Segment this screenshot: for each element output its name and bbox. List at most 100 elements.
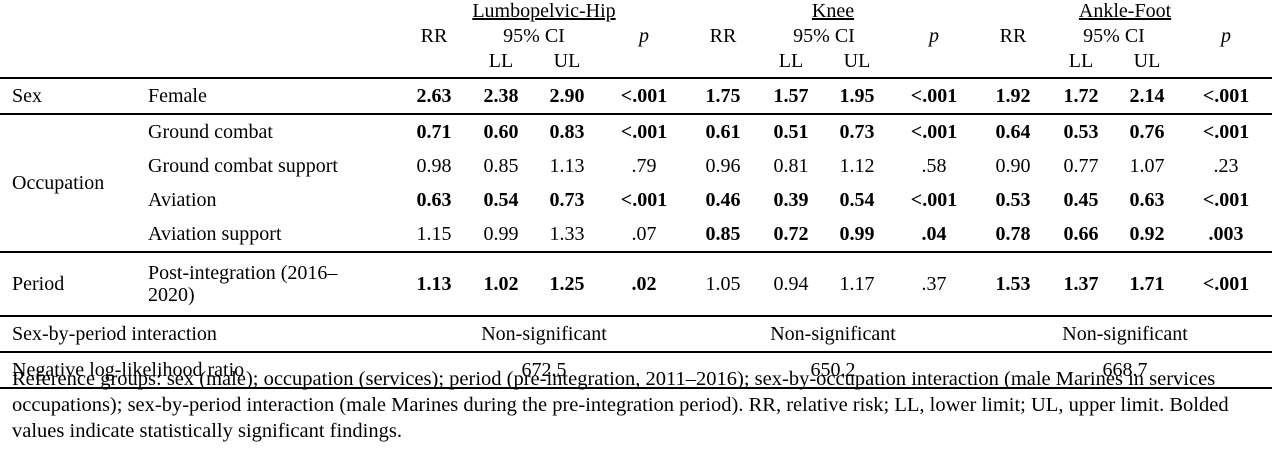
table-row-post-integration: Period Post-integration (2016–2020) 1.13… xyxy=(0,252,1273,317)
ul-header: UL xyxy=(553,50,581,72)
cell-ul: 1.13 xyxy=(549,155,585,177)
row-label-female: Female xyxy=(136,77,400,115)
cell-ll: 2.38 xyxy=(468,77,534,115)
cell-p: <.001 xyxy=(910,189,958,211)
section-label-period: Period xyxy=(0,252,136,317)
row-label-aviation-support: Aviation support xyxy=(136,217,400,253)
cell-p: .58 xyxy=(921,155,947,177)
section-label-occupation: Occupation xyxy=(0,114,136,253)
rr-header: RR xyxy=(709,25,737,47)
cell-p: <.001 xyxy=(910,121,958,143)
table-row-female: Sex Female 2.63 2.38 2.90 <.001 1.75 1.5… xyxy=(0,77,1273,115)
cell-likelihood: 672.5 xyxy=(400,352,688,389)
cell-ul: 0.99 xyxy=(824,217,890,253)
cell-ll: 0.39 xyxy=(773,189,809,211)
cell-ll: 0.45 xyxy=(1063,189,1099,211)
cell-rr: 0.63 xyxy=(416,189,452,211)
ll-header: LL xyxy=(1068,50,1094,72)
row-label-sex-by-period: Sex-by-period interaction xyxy=(0,316,400,353)
cell-rr: 1.92 xyxy=(978,77,1049,115)
rr-header: RR xyxy=(420,25,448,47)
cell-ll: 0.99 xyxy=(468,217,534,253)
cell-p: .003 xyxy=(1180,217,1273,253)
cell-rr: 0.85 xyxy=(688,217,758,253)
cell-p: .07 xyxy=(600,217,688,253)
cell-p: .02 xyxy=(600,252,688,317)
group-header-knee: Knee xyxy=(811,0,855,22)
cell-likelihood: 650.2 xyxy=(688,352,979,389)
ll-header: LL xyxy=(778,50,804,72)
header-row-limits: LL UL LL UL LL UL xyxy=(0,50,1272,78)
cell-p: <.001 xyxy=(600,77,688,115)
cell-p: <.001 xyxy=(890,77,979,115)
relative-risk-table: Lumbopelvic-Hip Knee Ankle-Foot RR 95% C… xyxy=(0,0,1273,389)
cell-ul: 2.14 xyxy=(1114,77,1181,115)
cell-ul: 0.73 xyxy=(549,189,585,211)
table-row-aviation-support: Aviation support 1.15 0.99 1.33 .07 0.85… xyxy=(0,217,1273,253)
table-row-sex-by-period: Sex-by-period interaction Non-significan… xyxy=(0,316,1273,353)
row-label-neg-log-likelihood: Negative log-likelihood ratio xyxy=(0,352,400,389)
cell-rr: 1.05 xyxy=(688,252,758,317)
cell-p: <.001 xyxy=(1180,252,1273,317)
cell-rr: 0.61 xyxy=(705,121,741,143)
group-header-lumbopelvic-hip: Lumbopelvic-Hip xyxy=(472,0,616,22)
table-row-neg-log-likelihood: Negative log-likelihood ratio 672.5 650.… xyxy=(0,352,1273,389)
cell-p: <.001 xyxy=(1202,121,1250,143)
cell-ll: 0.85 xyxy=(483,155,519,177)
cell-rr: 1.75 xyxy=(688,77,758,115)
cell-p: <.001 xyxy=(620,189,668,211)
cell-ll: 0.94 xyxy=(758,252,824,317)
cell-ul: 0.63 xyxy=(1129,189,1165,211)
table-row-ground-combat: Occupation Ground combat 0.71 0.60 0.83 … xyxy=(0,114,1272,253)
ci-header: 95% CI xyxy=(503,25,565,47)
cell-p: <.001 xyxy=(1202,189,1250,211)
cell-ll: 0.54 xyxy=(483,189,519,211)
row-label-aviation: Aviation xyxy=(148,189,217,211)
table-row-ground-combat-support: Ground combat support 0.98 0.85 1.13 .79… xyxy=(0,149,1272,183)
cell-rr: 0.53 xyxy=(995,189,1031,211)
group-header-ankle-foot: Ankle-Foot xyxy=(1078,0,1172,22)
cell-rr: 0.71 xyxy=(416,121,452,143)
cell-p: <.001 xyxy=(620,121,668,143)
cell-ll: 0.53 xyxy=(1063,121,1099,143)
cell-significance: Non-significant xyxy=(978,316,1273,353)
row-label-post-integration: Post-integration (2016–2020) xyxy=(136,252,400,317)
cell-ul: 0.54 xyxy=(839,189,875,211)
cell-p: .23 xyxy=(1213,155,1239,177)
cell-ul: 1.33 xyxy=(534,217,600,253)
cell-ll: 0.72 xyxy=(758,217,824,253)
cell-ul: 0.83 xyxy=(549,121,585,143)
header-row-measures: RR 95% CI p RR 95% CI p RR 95% CI p xyxy=(0,25,1272,50)
cell-ul: 0.92 xyxy=(1114,217,1181,253)
cell-p: .37 xyxy=(890,252,979,317)
ul-header: UL xyxy=(1133,50,1161,72)
cell-ll: 0.77 xyxy=(1063,155,1099,177)
p-header: p xyxy=(929,25,939,47)
ul-header: UL xyxy=(843,50,871,72)
cell-ul: 1.25 xyxy=(534,252,600,317)
cell-rr: 0.78 xyxy=(978,217,1049,253)
cell-rr: 0.64 xyxy=(995,121,1031,143)
cell-rr: 0.98 xyxy=(416,155,452,177)
cell-ll: 0.60 xyxy=(483,121,519,143)
cell-ll: 0.51 xyxy=(773,121,809,143)
cell-ll: 0.66 xyxy=(1048,217,1115,253)
cell-significance: Non-significant xyxy=(400,316,688,353)
cell-rr: 2.63 xyxy=(400,77,468,115)
cell-ul: 1.95 xyxy=(824,77,890,115)
section-label-sex: Sex xyxy=(0,77,136,115)
header-row-groups: Lumbopelvic-Hip Knee Ankle-Foot xyxy=(0,0,1272,25)
cell-ul: 2.90 xyxy=(534,77,600,115)
cell-rr: 0.46 xyxy=(705,189,741,211)
ci-header: 95% CI xyxy=(1083,25,1145,47)
row-label-ground-combat-support: Ground combat support xyxy=(148,155,338,177)
cell-p: .04 xyxy=(890,217,979,253)
cell-ll: 1.57 xyxy=(758,77,824,115)
cell-ul: 1.07 xyxy=(1129,155,1165,177)
cell-ll: 1.37 xyxy=(1048,252,1115,317)
p-header: p xyxy=(1221,25,1232,47)
p-header: p xyxy=(639,25,649,47)
cell-ll: 0.81 xyxy=(773,155,809,177)
cell-ll: 1.72 xyxy=(1048,77,1115,115)
